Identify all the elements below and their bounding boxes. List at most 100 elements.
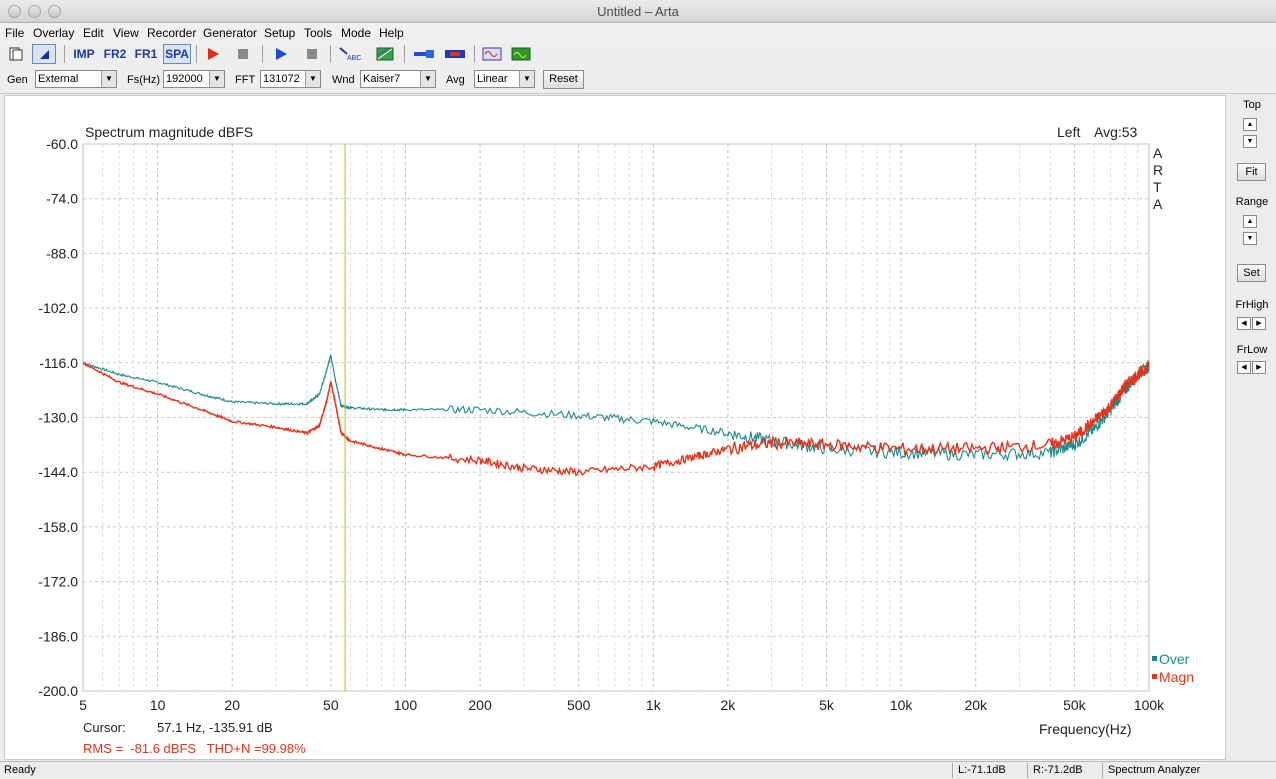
y-tick-label: -130.0	[38, 410, 78, 426]
x-tick-label: 5	[79, 697, 87, 713]
fft-value: 131072	[263, 73, 300, 85]
avg-select[interactable]: Linear ▼	[474, 70, 535, 88]
menu-file[interactable]: File	[5, 26, 25, 40]
range-down-button[interactable]: ▼	[1243, 232, 1257, 245]
spectrum-plot-panel: Spectrum magnitude dBFS Left Avg:53 A R …	[4, 95, 1226, 760]
menu-bar: File Overlay Edit View Recorder Generato…	[0, 23, 1276, 42]
frlow-right-button[interactable]: ▶	[1252, 361, 1266, 374]
cursor-label: Cursor:	[83, 720, 126, 735]
frlow-label: FrLow	[1236, 344, 1268, 356]
x-tick-label: 5k	[819, 697, 835, 713]
chart-grid	[82, 143, 1150, 692]
oscilloscope-icon[interactable]	[510, 44, 532, 64]
x-tick-label: 100k	[1134, 697, 1165, 713]
impulse-mode-button[interactable]: IMP	[70, 44, 98, 64]
spectrum-chart[interactable]: Spectrum magnitude dBFS Left Avg:53 A R …	[5, 96, 1225, 759]
legend-magn-swatch	[1152, 674, 1157, 679]
frhigh-label: FrHigh	[1235, 299, 1269, 311]
gen-value: External	[38, 73, 79, 85]
legend-magn-label: Magn	[1159, 669, 1194, 685]
watermark-letter-r: R	[1153, 162, 1163, 178]
toolbar: IMP FR2 FR1 SPA ABC	[0, 42, 1276, 68]
menu-overlay[interactable]: Overlay	[33, 26, 75, 40]
x-tick-label: 500	[567, 697, 591, 713]
frhigh-left-button[interactable]: ◀	[1237, 317, 1251, 330]
cursor-mode-icon[interactable]	[32, 44, 56, 64]
cursor-readout: 57.1 Hz, -135.91 dB	[157, 720, 273, 735]
status-bar: Ready L:-71.1dB R:-71.2dB Spectrum Analy…	[0, 761, 1276, 779]
top-down-button[interactable]: ▼	[1243, 135, 1257, 148]
x-tick-label: 50	[323, 697, 339, 713]
scale-control-panel: Top ▲ ▼ Fit Range ▲ ▼ Set FrHigh ◀ ▶ FrL…	[1228, 95, 1276, 760]
connector-icon[interactable]	[412, 44, 436, 64]
reset-button[interactable]: Reset	[543, 70, 584, 89]
range-label: Range	[1235, 196, 1269, 208]
x-tick-label: 1k	[646, 697, 662, 713]
toolbar-separator	[474, 45, 475, 63]
avg-label: Avg	[446, 74, 465, 86]
y-tick-label: -200.0	[38, 683, 78, 699]
chevron-down-icon: ▼	[101, 71, 116, 87]
signal-generator-icon[interactable]	[481, 44, 503, 64]
chart-bitmap-icon[interactable]	[374, 44, 396, 64]
watermark-letter-t: T	[1153, 179, 1162, 195]
channel-label: Left	[1057, 124, 1080, 140]
fs-select[interactable]: 192000 ▼	[163, 70, 225, 88]
x-tick-label: 2k	[721, 697, 737, 713]
fit-button[interactable]: Fit	[1237, 163, 1266, 181]
fr1-mode-button[interactable]: FR1	[132, 44, 160, 64]
menu-setup[interactable]: Setup	[264, 26, 296, 40]
y-tick-label: -186.0	[38, 628, 78, 644]
status-right-level: R:-71.2dB	[1027, 763, 1099, 778]
frlow-left-button[interactable]: ◀	[1237, 361, 1251, 374]
sound-card-icon[interactable]	[443, 44, 467, 64]
toolbar-separator	[262, 45, 263, 63]
minimize-window-icon[interactable]	[28, 5, 41, 18]
parameter-bar: Gen External ▼ Fs(Hz) 192000 ▼ FFT 13107…	[0, 67, 1276, 94]
fft-select[interactable]: 131072 ▼	[260, 70, 321, 88]
text-annotation-icon[interactable]: ABC	[337, 44, 363, 64]
fs-label: Fs(Hz)	[127, 74, 160, 86]
frhigh-right-button[interactable]: ▶	[1252, 317, 1266, 330]
x-tick-label: 100	[394, 697, 418, 713]
fs-value: 192000	[166, 73, 203, 85]
stop-icon[interactable]	[232, 44, 254, 64]
menu-generator[interactable]: Generator	[203, 26, 258, 40]
gen-select[interactable]: External ▼	[35, 70, 117, 88]
fr2-mode-button[interactable]: FR2	[101, 44, 129, 64]
new-file-icon[interactable]	[6, 44, 26, 64]
spa-mode-button[interactable]: SPA	[163, 44, 191, 64]
set-button[interactable]: Set	[1237, 264, 1266, 282]
toolbar-separator	[404, 45, 405, 63]
play-red-icon[interactable]	[202, 44, 224, 64]
chevron-down-icon: ▼	[305, 71, 320, 87]
watermark-letter-a2: A	[1153, 196, 1163, 212]
x-tick-label: 10k	[890, 697, 914, 713]
menu-mode[interactable]: Mode	[341, 26, 372, 40]
wnd-select[interactable]: Kaiser7 ▼	[360, 70, 436, 88]
top-up-button[interactable]: ▲	[1243, 118, 1257, 131]
y-tick-label: -102.0	[38, 300, 78, 316]
close-window-icon[interactable]	[8, 5, 21, 18]
menu-recorder[interactable]: Recorder	[147, 26, 197, 40]
spa-mode-label: SPA	[165, 47, 189, 61]
menu-view[interactable]: View	[113, 26, 139, 40]
menu-edit[interactable]: Edit	[83, 26, 104, 40]
fr2-mode-label: FR2	[103, 47, 127, 61]
zoom-window-icon[interactable]	[48, 5, 61, 18]
menu-tools[interactable]: Tools	[304, 26, 333, 40]
rms-thd-readout: RMS = -81.6 dBFS THD+N =99.98%	[83, 741, 306, 756]
range-up-button[interactable]: ▲	[1243, 215, 1257, 228]
status-mode: Spectrum Analyzer	[1102, 763, 1276, 778]
watermark-letter-a: A	[1153, 145, 1163, 161]
menu-help[interactable]: Help	[379, 26, 404, 40]
status-left-level: L:-71.1dB	[952, 763, 1024, 778]
window-title: Untitled – Arta	[597, 4, 679, 19]
toolbar-separator	[64, 45, 65, 63]
x-tick-label: 50k	[1063, 697, 1087, 713]
x-tick-label: 20	[224, 697, 240, 713]
stop-blue-icon[interactable]	[301, 44, 323, 64]
play-blue-icon[interactable]	[270, 44, 292, 64]
wnd-label: Wnd	[332, 74, 355, 86]
y-tick-label: -172.0	[38, 574, 78, 590]
